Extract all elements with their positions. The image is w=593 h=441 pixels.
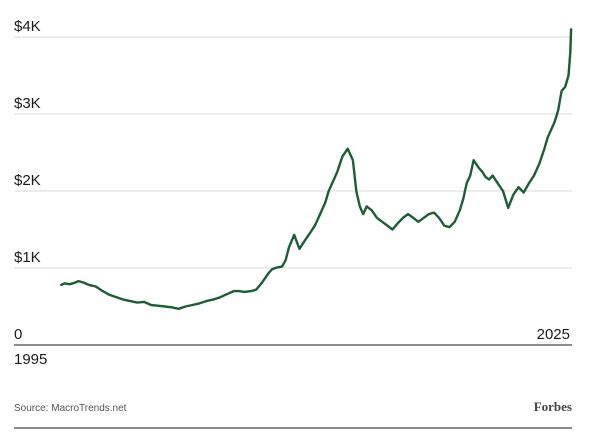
x-tick-label-end: 2025 — [537, 326, 570, 343]
x-axis-tick-labels: 1995 2025 — [14, 326, 570, 368]
gold-price-line — [60, 28, 573, 310]
y-tick-label: $1K — [14, 249, 41, 266]
gridlines — [14, 36, 572, 269]
y-tick-label: $2K — [14, 172, 41, 189]
y-tick-label: $3K — [14, 95, 41, 112]
y-tick-label: $4K — [14, 18, 41, 35]
source-note: Source: MacroTrends.net — [14, 403, 127, 414]
y-axis-tick-labels: 0 $1K $2K $3K $4K — [14, 18, 41, 343]
x-tick-label-start: 1995 — [14, 351, 47, 368]
forbes-logo: Forbes — [534, 399, 572, 414]
y-tick-label: 0 — [14, 326, 22, 343]
